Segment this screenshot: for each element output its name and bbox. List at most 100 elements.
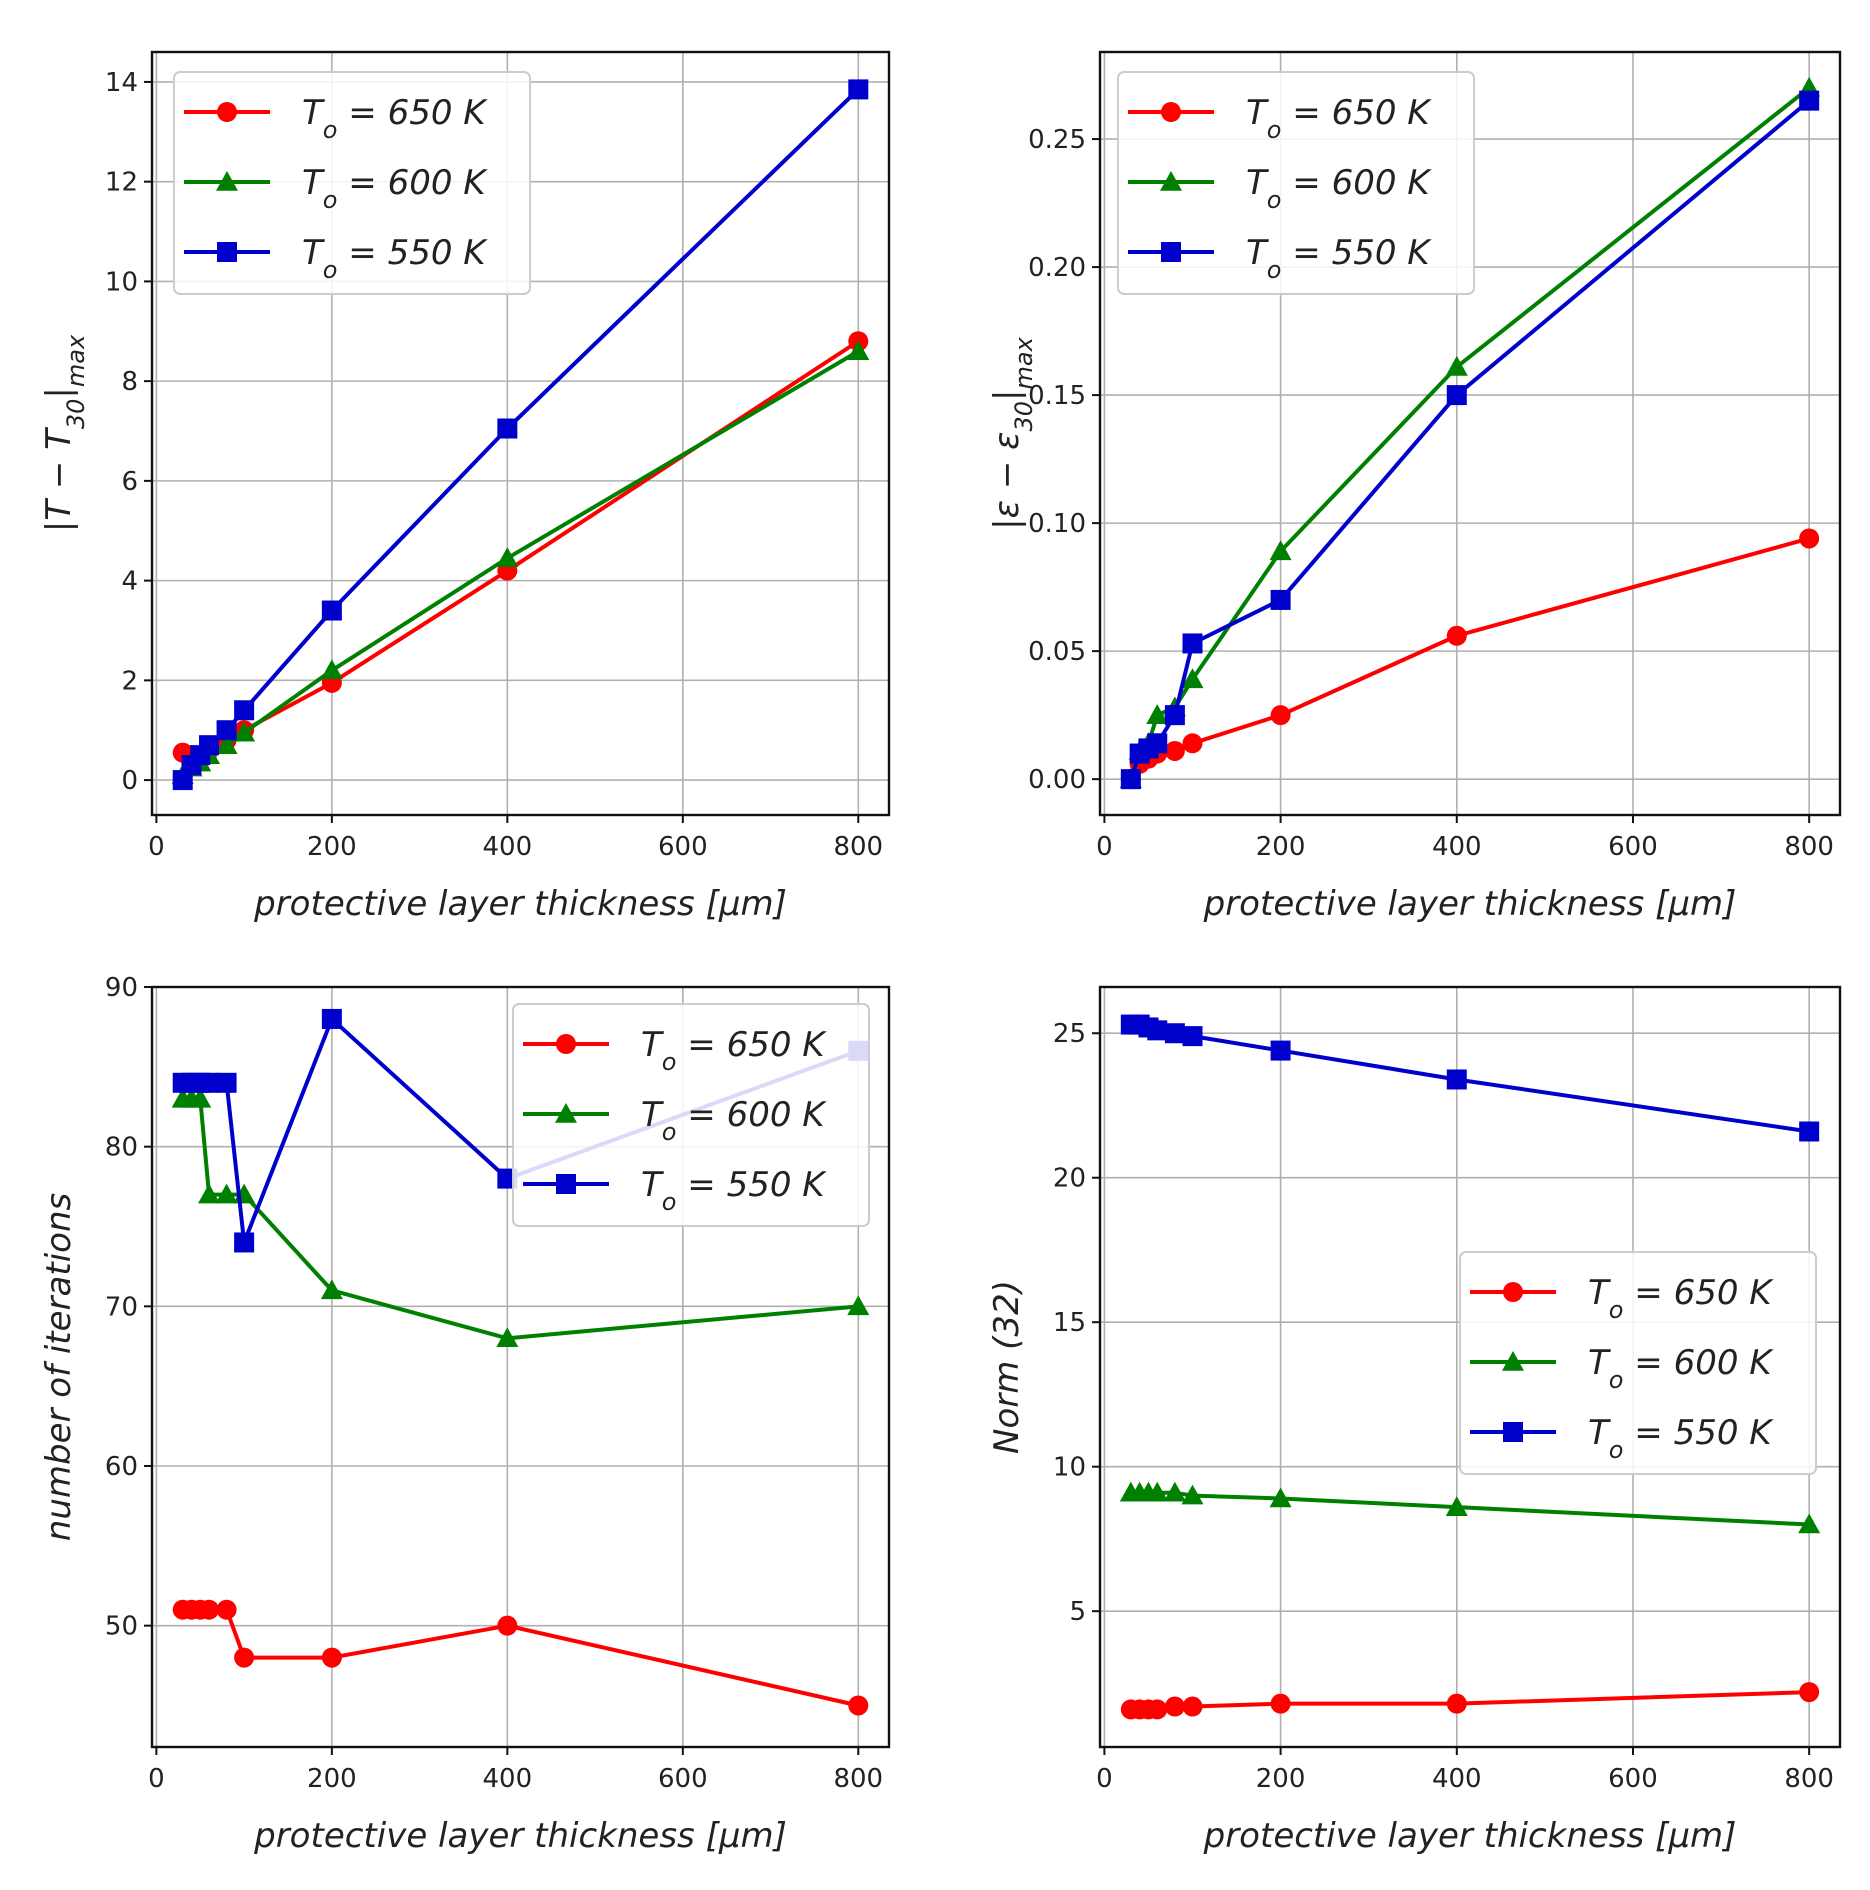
data-point-2-4: [216, 720, 237, 741]
plot-frame: [1098, 985, 1842, 1749]
data-point-0-6: [1270, 1693, 1291, 1714]
data-point-0-5: [1182, 1696, 1203, 1717]
data-point-2-0: [1120, 769, 1141, 790]
data-point-2-8: [848, 79, 869, 100]
data-point-0-6: [321, 1647, 342, 1668]
panel-strain-difference: 0 200 400 600 800 0.00 0.05 0.10 0.15 0.20 0.25 pro…: [987, 50, 1842, 924]
data-point-1-3: [1146, 704, 1169, 724]
x-tick-label: 200: [307, 1764, 357, 1794]
series-line-0: [1130, 1690, 1810, 1712]
x-tick-label: 600: [1608, 832, 1658, 862]
data-point-1-7: [496, 547, 519, 567]
data-point-1-3: [1146, 1481, 1169, 1502]
legend-marker-0: [1503, 1282, 1523, 1302]
y-tick-label: 0.15: [1028, 381, 1086, 411]
data-point-0-4: [1164, 740, 1185, 761]
legend: To = 650 K To = 600 K To = 550 K: [512, 1003, 870, 1227]
series-line-2: [1130, 1022, 1810, 1134]
legend-marker-2: [1161, 242, 1181, 262]
data-point-1-5: [1181, 1484, 1204, 1505]
legend-marker-2: [1503, 1422, 1523, 1442]
data-point-0-7: [1446, 625, 1467, 646]
y-tick-label: 60: [105, 1452, 138, 1482]
panel-iterations: 0 200 400 600 800 50 60 70 80 90 protective layer …: [39, 973, 891, 1856]
y-tick-label: 0: [121, 766, 138, 796]
series-line-0: [1129, 536, 1810, 781]
series-line-1: [1130, 1490, 1810, 1527]
legend-marker-1: [555, 1103, 577, 1123]
series-line-0: [182, 1607, 859, 1708]
y-tick-label: 0.20: [1028, 253, 1086, 283]
x-axis-label: protective layer thickness [μm]: [1203, 1816, 1737, 1856]
y-tick-label: 50: [105, 1612, 138, 1642]
legend: To = 650 K To = 600 K To = 550 K: [173, 71, 531, 295]
y-tick-label: 20: [1053, 1164, 1086, 1194]
data-point-0-5: [1182, 733, 1203, 754]
data-point-0-4: [1164, 1696, 1185, 1717]
y-tick-label: 0.00: [1028, 765, 1086, 795]
data-point-1-6: [320, 1279, 343, 1300]
x-tick-label: 600: [1608, 1764, 1658, 1794]
data-point-0-8: [1799, 1682, 1820, 1703]
x-tick-label: 600: [658, 1764, 708, 1794]
x-axis-label: protective layer thickness [μm]: [1203, 884, 1737, 924]
y-tick-label: 0.05: [1028, 637, 1086, 667]
data-point-1-5: [1181, 668, 1204, 689]
data-point-1-4: [215, 734, 238, 754]
x-axis-label: protective layer thickness [μm]: [253, 884, 787, 924]
y-tick-label: 10: [1053, 1453, 1086, 1483]
x-axis-label: protective layer thickness [μm]: [253, 1816, 787, 1856]
legend-marker-0: [556, 1034, 576, 1054]
x-tick-label: 0: [148, 1764, 165, 1794]
legend-marker-2: [556, 1174, 576, 1194]
data-point-2-8: [1799, 1121, 1820, 1142]
legend-marker-1: [216, 171, 238, 191]
data-point-0-4: [216, 1599, 237, 1620]
plot-frame: [150, 50, 891, 817]
data-point-0-3: [199, 1599, 220, 1620]
legend-label-2: To = 550 K: [641, 1165, 827, 1216]
x-tick-label: 200: [1256, 832, 1306, 862]
y-axis-label: Norm (32): [987, 1280, 1027, 1454]
data-point-1-6: [1269, 1487, 1292, 1508]
x-tick-label: 600: [658, 832, 708, 862]
y-tick-label: 80: [105, 1133, 138, 1163]
legend-marker-1: [1160, 171, 1182, 191]
data-point-2-5: [1182, 1026, 1203, 1047]
legend-box: [512, 1003, 870, 1227]
x-tick-label: 0: [1096, 1764, 1113, 1794]
data-point-1-6: [320, 659, 343, 680]
legend-label-1: To = 600 K: [1246, 163, 1432, 214]
y-tick-label: 6: [121, 467, 138, 497]
data-point-2-4: [1164, 1023, 1185, 1044]
y-tick-label: 12: [105, 168, 138, 198]
x-tick-label: 800: [833, 832, 883, 862]
data-point-1-7: [1445, 1496, 1468, 1516]
data-point-0-7: [1446, 1693, 1467, 1714]
data-point-1-5: [233, 721, 256, 742]
data-point-0-5: [234, 1647, 255, 1668]
x-tick-label: 400: [1432, 832, 1482, 862]
panel-temperature-difference: 0 200 400 600 800 0 2 4 6 8 10 12 14 protective layer…: [39, 50, 891, 924]
y-tick-label: 25: [1053, 1019, 1086, 1049]
data-point-1-8: [847, 1295, 870, 1316]
data-point-2-5: [234, 700, 255, 721]
data-point-0-3: [1147, 1699, 1168, 1720]
data-point-1-3: [198, 1183, 221, 1204]
legend-label-0: To = 650 K: [641, 1025, 827, 1076]
data-point-1-4: [1163, 1481, 1186, 1502]
data-point-0-7: [497, 1615, 518, 1636]
y-axis-label: number of iterations: [39, 1193, 79, 1541]
y-tick-label: 15: [1053, 1308, 1086, 1338]
y-tick-label: 4: [121, 567, 138, 597]
x-tick-label: 200: [1256, 1764, 1306, 1794]
legend: To = 650 K To = 600 K To = 550 K: [1459, 1251, 1817, 1475]
data-point-0-8: [848, 1695, 869, 1716]
y-tick-label: 90: [105, 973, 138, 1003]
legend-label-2: To = 550 K: [1588, 1413, 1774, 1464]
data-point-1-7: [1445, 355, 1468, 376]
data-point-2-7: [1446, 1069, 1467, 1090]
data-point-1-4: [215, 1183, 238, 1204]
data-point-2-8: [1799, 90, 1820, 111]
legend-box: [1117, 71, 1475, 295]
